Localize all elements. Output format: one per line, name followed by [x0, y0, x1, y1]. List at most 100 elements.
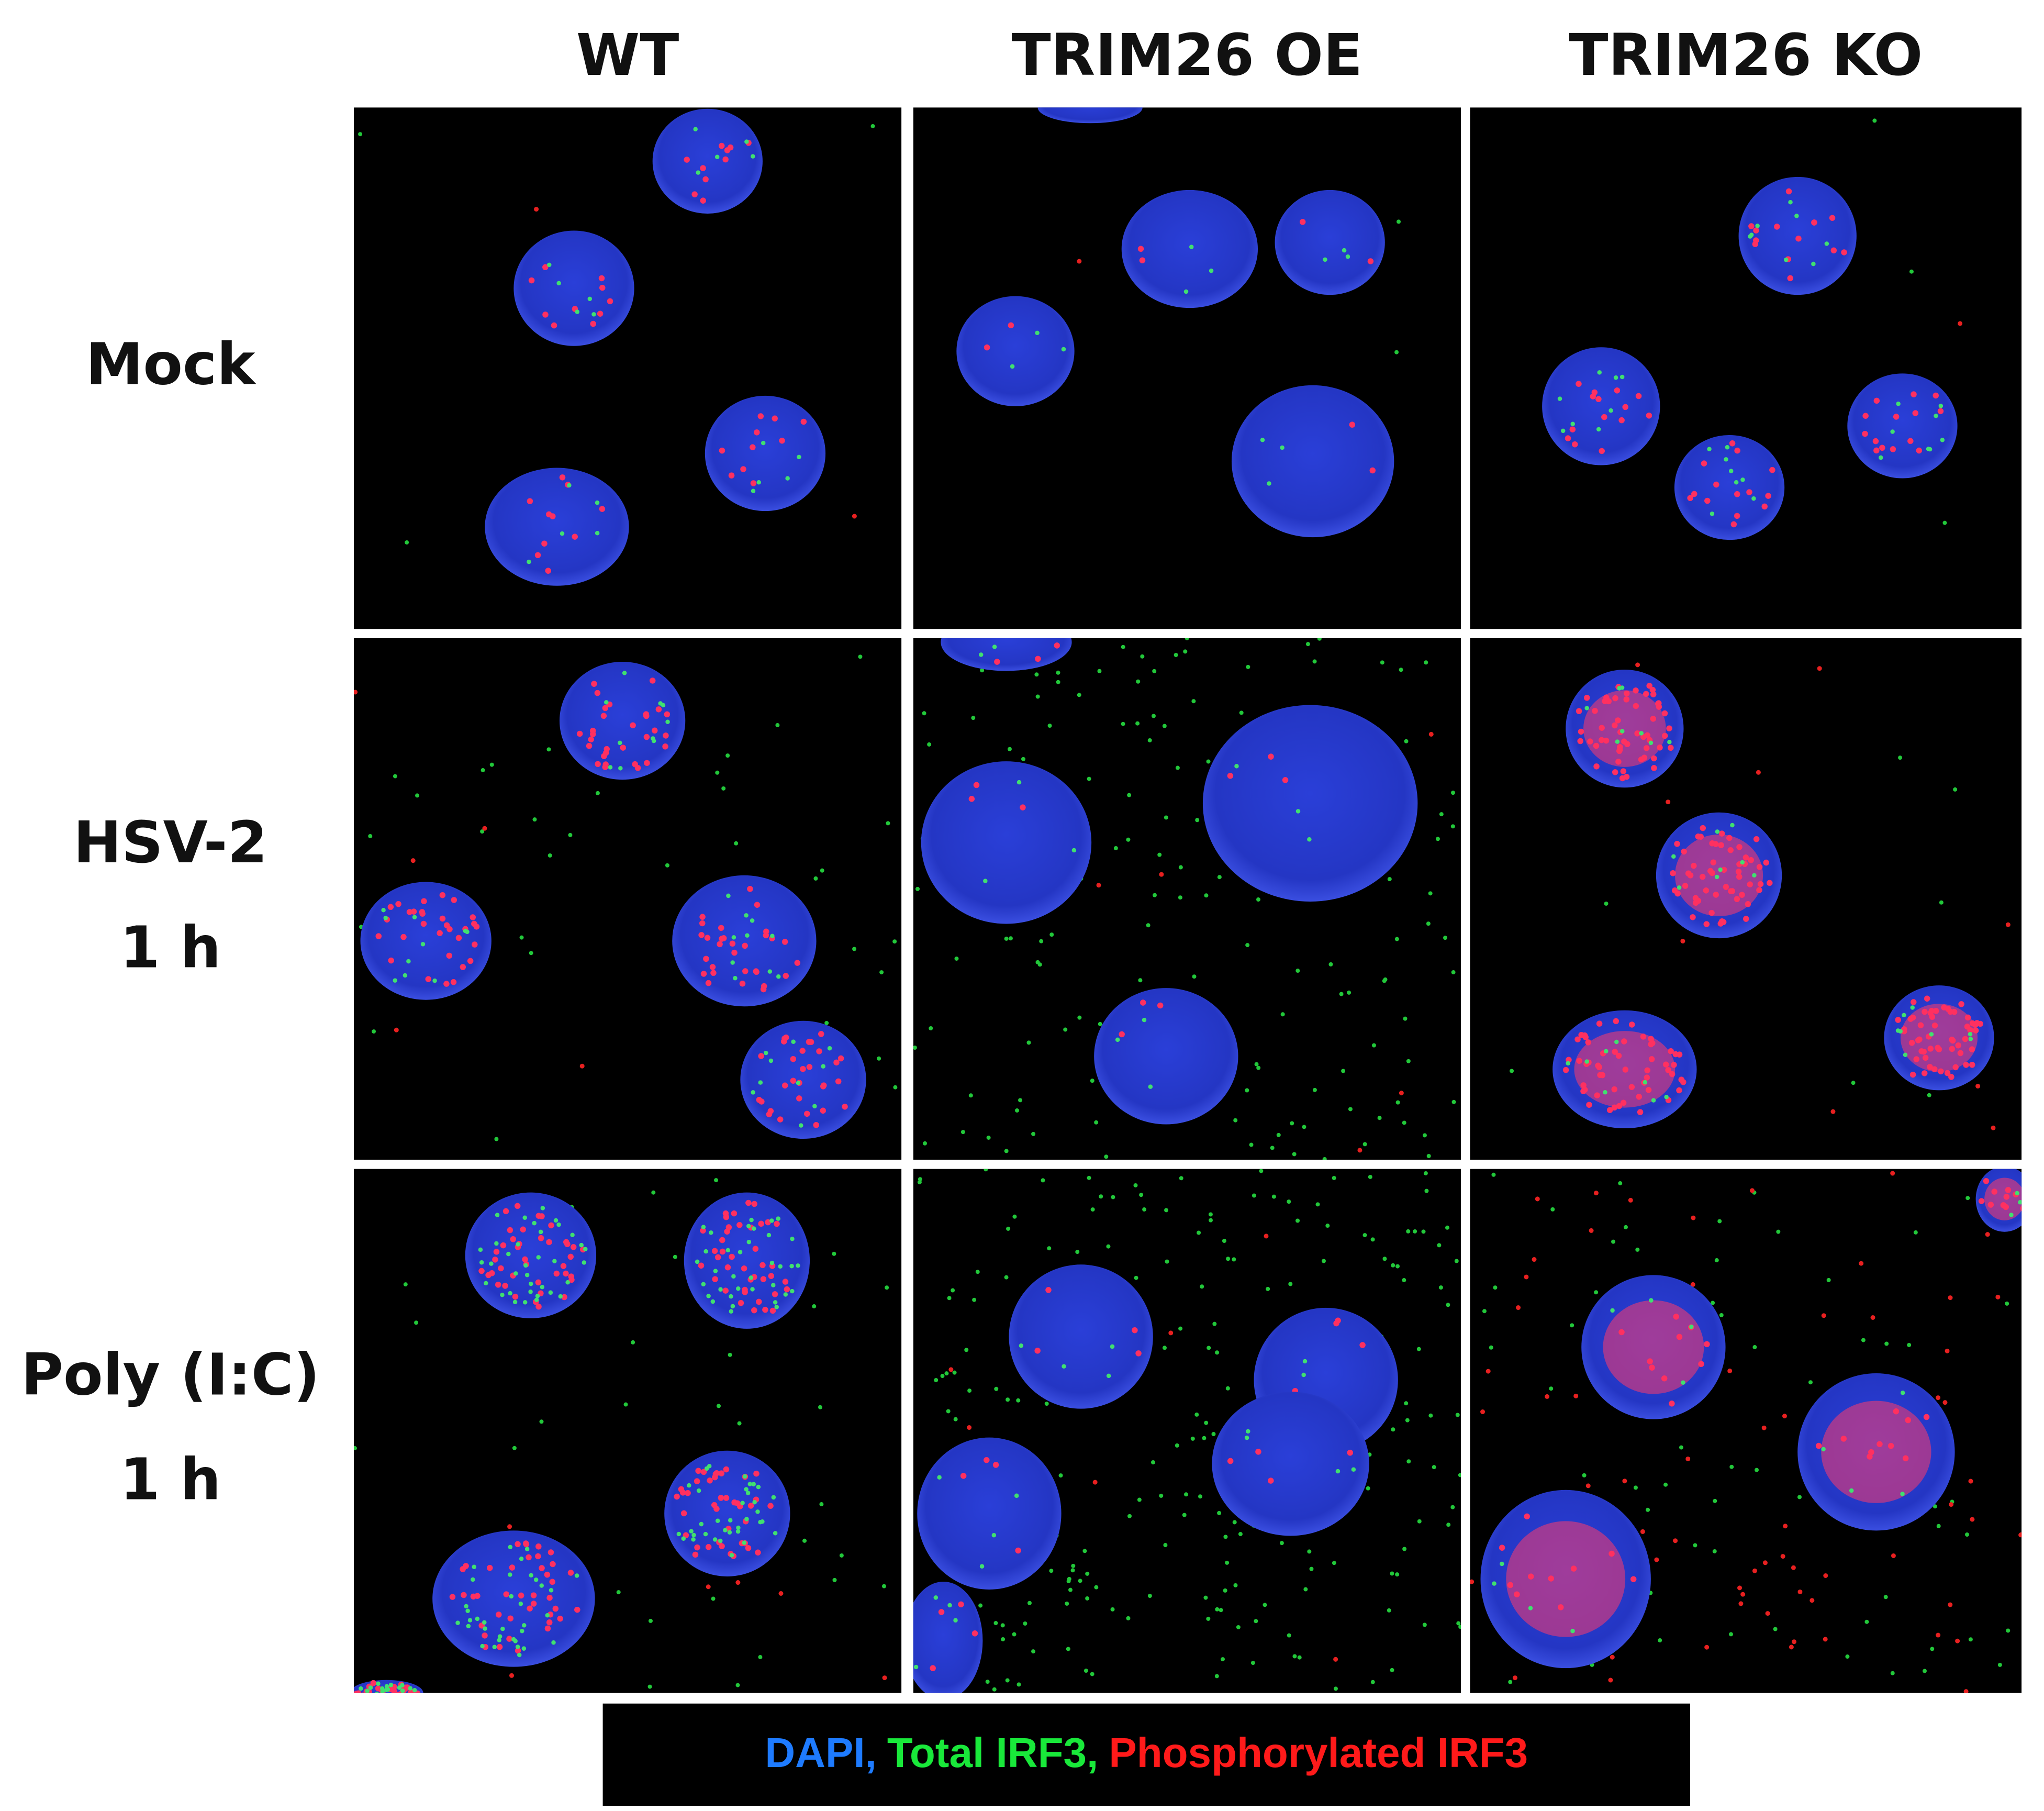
nuclear-dot [1665, 1067, 1671, 1073]
nuclear-dot [770, 934, 775, 939]
nuclear-dot [1590, 393, 1596, 399]
nuclear-dot [718, 1495, 724, 1501]
nuclear-dot [762, 1306, 768, 1313]
cytoplasm-dot [728, 1352, 732, 1357]
nuclear-dot [1815, 1442, 1822, 1449]
nuclear-dot [570, 1244, 577, 1250]
cytoplasm-dot [886, 821, 890, 826]
nuclear-dot [978, 652, 984, 657]
nuclear-dot [738, 1250, 743, 1254]
nuclear-dot [696, 170, 701, 175]
nuclear-dot [751, 1090, 755, 1095]
nuclear-dot [602, 705, 609, 712]
labels: WT TRIM26 OE TRIM26 KO Mock HSV-2 1 h Poly (I:… [21, 21, 1923, 1513]
nuclear-dot [1676, 1051, 1683, 1058]
nuclear-dot [412, 915, 417, 920]
nuclear-dot [1227, 1458, 1234, 1464]
nuclear-dot [467, 958, 474, 964]
nuclear-dot [1795, 235, 1802, 242]
nuclear-dot [538, 1235, 544, 1241]
cytoplasm-dot [1405, 1418, 1410, 1423]
nuclear-dot [1280, 445, 1285, 450]
cytoplasm-dot [1443, 936, 1448, 940]
nuclear-dot [1651, 755, 1657, 762]
nuclear-dot [724, 1264, 731, 1271]
nuclear-dot [465, 1608, 470, 1613]
nuclear-dot [651, 727, 658, 734]
nuclear-dot [713, 1470, 720, 1476]
cytoplasm-dot [1423, 1171, 1428, 1175]
cytoplasm-dot [940, 1374, 945, 1379]
cytoplasm-dot [1271, 1194, 1276, 1199]
nuclear-dot [1927, 1010, 1934, 1016]
nuclear-dot [1746, 489, 1752, 495]
cytoplasm-dot [1279, 1541, 1284, 1546]
nuclear-dot [589, 727, 596, 734]
cytoplasm-dot [1223, 1588, 1227, 1593]
nuclear-dot [1367, 258, 1374, 264]
nuclear-dot [1649, 1364, 1655, 1371]
nuclear-dot [535, 1543, 542, 1550]
nuclear-dot [726, 893, 731, 898]
nuclear-dot [1333, 1320, 1339, 1327]
nuclear-dot [1633, 687, 1639, 694]
nuclear-dot [1687, 495, 1693, 502]
nucleus [1847, 373, 1958, 479]
nuclear-dot [607, 298, 613, 305]
cytoplasm-dot [1752, 1568, 1757, 1573]
nuclear-dot [1728, 469, 1734, 473]
nuclear-dot [728, 472, 735, 479]
nuclear-dot [1969, 1046, 1975, 1052]
cytoplasm-dot [1368, 1174, 1372, 1179]
nuclear-dot [1910, 1005, 1915, 1010]
cytoplasm-dot [623, 1402, 628, 1407]
nuclear-dot [1743, 916, 1749, 922]
cytoplasm-dot [1439, 812, 1444, 817]
nuclear-dot [1895, 1028, 1901, 1033]
cytoplasm-dot [1395, 1264, 1400, 1269]
nuclear-dot [527, 1605, 533, 1612]
cytoplasm-dot [1573, 1393, 1579, 1398]
cytoplasm-dot [1270, 1146, 1275, 1150]
nuclear-dot [1709, 870, 1715, 876]
nucleus [485, 468, 629, 586]
cytoplasm-dot [1085, 1596, 1090, 1601]
nuclear-dot [710, 970, 717, 976]
nuclear-dot [1700, 825, 1706, 831]
cytoplasm-dot [1435, 837, 1440, 841]
cytoplasm-dot [1012, 1632, 1017, 1637]
nuclear-dot [751, 154, 755, 159]
nuclear-dot [1952, 1064, 1959, 1071]
cytoplasm-dot [1111, 1195, 1115, 1199]
cytoplasm-dot [1948, 1295, 1953, 1301]
cytoplasm-dot [1366, 1486, 1370, 1491]
nuclear-dot [1570, 1628, 1575, 1634]
nuclear-dot [461, 1592, 467, 1598]
nuclear-dot [1612, 695, 1618, 702]
nuclear-dot [739, 980, 746, 987]
nuclear-dot [1071, 848, 1077, 853]
nuclear-dot [751, 1201, 757, 1207]
nuclear-dot [750, 918, 755, 923]
micrograph [1470, 1169, 2022, 1693]
nuclear-dot [695, 1259, 700, 1264]
cytoplasm-dot [1762, 1560, 1768, 1565]
nuclear-dot [595, 761, 601, 768]
cytoplasm-dot [2005, 1301, 2009, 1306]
nuclear-dot [735, 1529, 741, 1534]
cytoplasm-dot [1157, 852, 1162, 857]
nuclear-dot [778, 1264, 783, 1269]
cytoplasm-dot [802, 1538, 807, 1543]
cytoplasm-dot [734, 841, 739, 846]
nuclear-dot [1929, 1032, 1934, 1037]
cytoplasm-dot [1090, 1672, 1094, 1676]
cytoplasm-dot [1377, 1116, 1382, 1120]
nuclear-dot [1595, 1062, 1601, 1069]
nuclear-dot [375, 1692, 379, 1693]
cytoplasm-dot [534, 207, 539, 212]
nuclear-dot [1893, 1408, 1900, 1415]
nuclear-dot [1647, 1358, 1653, 1364]
cytoplasm-dot [852, 514, 857, 519]
cytoplasm-dot [1582, 1473, 1587, 1477]
